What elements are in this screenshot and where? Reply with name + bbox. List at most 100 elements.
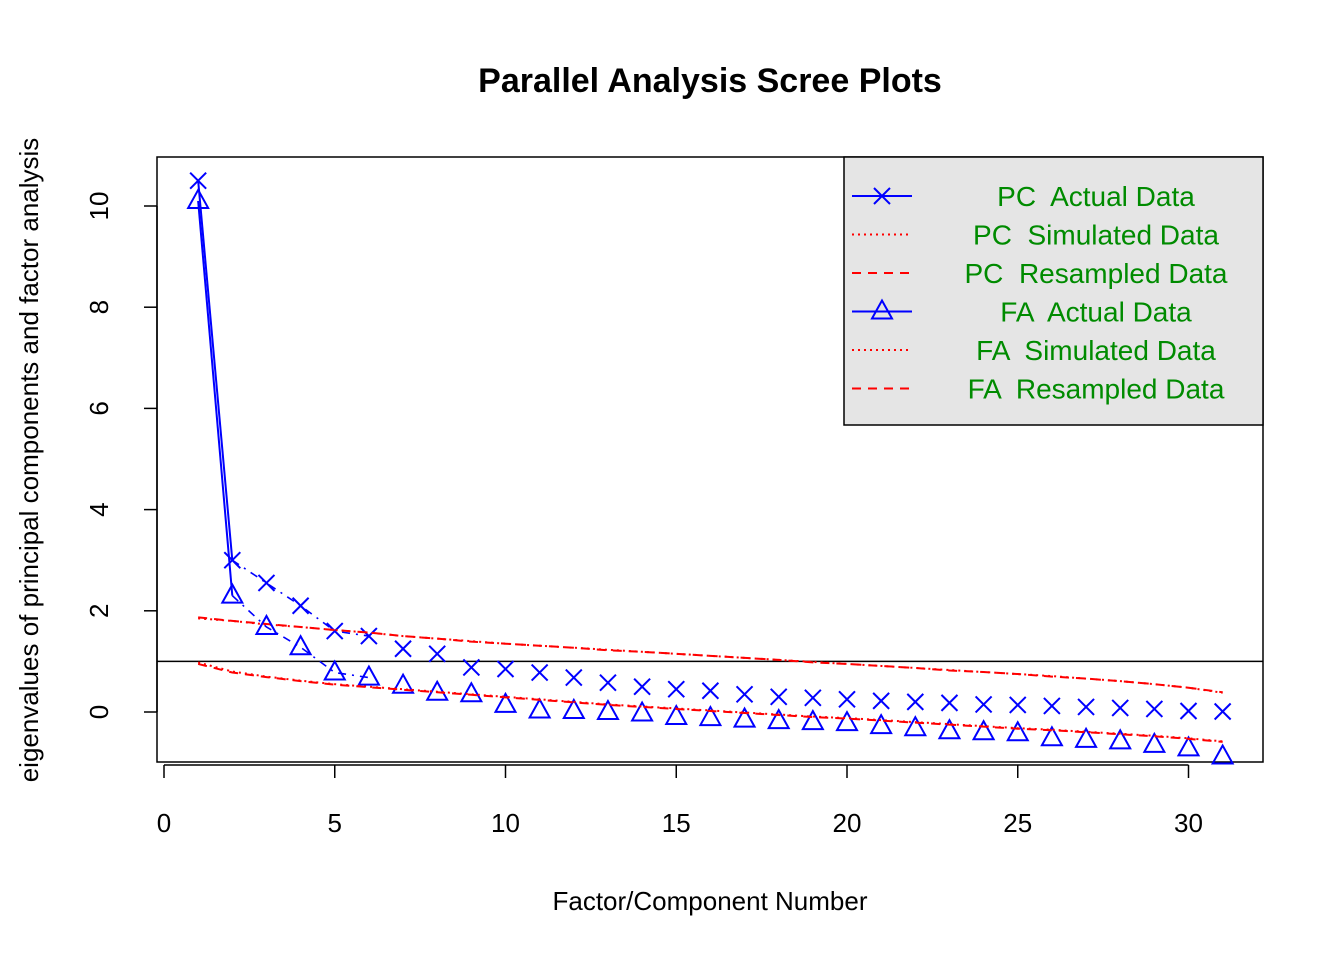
data-point-pc-actual-data [530,663,549,682]
x-marker-stroke [530,663,549,682]
x-axis: 0 5 10 15 20 25 30 [157,764,1203,838]
data-point-pc-actual-data [462,658,481,677]
y-tick-label: 10 [84,192,114,221]
x-axis-label: Factor/Component Number [552,886,867,916]
x-marker-stroke [940,694,959,712]
y-tick-label: 8 [84,300,114,314]
series-fa-resampled-data [197,662,1223,743]
x-tick-label: 15 [662,808,691,838]
data-point-fa-actual-data [937,718,962,740]
data-point-fa-actual-data [493,691,518,713]
data-point-pc-actual-data [360,627,378,645]
series-line-pc-actual-data [231,559,370,637]
data-point-fa-actual-data [1108,728,1132,750]
y-tick-label: 4 [84,502,114,516]
series-line-fa-actual-data [197,200,234,596]
data-point-pc-actual-data [872,692,890,710]
y-axis: 0 2 4 6 8 10 [84,192,158,719]
x-marker-stroke [906,693,925,711]
x-marker-stroke [496,660,515,678]
x-marker-stroke [257,574,276,592]
data-point-fa-actual-data [254,613,279,635]
data-point-fa-actual-data [698,705,723,727]
data-point-fa-actual-data [971,719,996,741]
data-point-fa-actual-data [630,700,654,722]
data-point-pc-actual-data [1213,702,1232,721]
data-point-fa-actual-data [1074,726,1098,748]
data-point-fa-actual-data [801,709,825,731]
data-point-fa-actual-data [1176,735,1201,757]
legend-box [843,156,1264,426]
data-point-fa-actual-data [596,698,620,720]
x-marker-stroke [291,597,310,615]
x-tick-label: 20 [833,808,862,838]
x-marker-stroke [873,187,891,205]
data-point-pc-actual-data [1043,697,1061,715]
x-marker-stroke [974,695,993,714]
data-point-pc-actual-data [189,171,207,190]
data-point-pc-actual-data [428,645,446,663]
x-marker-stroke [1145,700,1164,718]
x-marker-stroke [735,685,754,703]
legend-marker-fa-actual-data [870,298,894,320]
x-marker-stroke [428,645,446,663]
data-point-fa-actual-data [459,681,484,703]
legend-label-pc-resampled-data: PC Resampled Data [964,258,1227,289]
series-pc-actual-data [189,171,1232,721]
series-pc-resampled-data [198,616,1223,694]
x-marker-stroke [394,640,412,658]
legend-label-fa-resampled-data: FA Resampled Data [968,374,1225,405]
legend-marker-pc-actual-data [873,187,891,205]
legend-label-fa-simulated-data: FA Simulated Data [976,335,1216,366]
data-point-fa-actual-data [186,187,210,209]
data-point-pc-actual-data [735,685,754,703]
series-line-fa-simulated-data [197,661,1223,743]
data-point-pc-actual-data [974,695,993,714]
y-tick-label: 2 [84,604,114,618]
data-point-pc-actual-data [906,693,925,711]
data-point-fa-actual-data [903,715,927,737]
x-marker-stroke [1179,702,1198,720]
x-tick-label: 5 [328,808,342,838]
data-point-pc-actual-data [291,597,310,615]
data-point-fa-actual-data [425,679,449,701]
data-point-pc-actual-data [1009,696,1027,714]
x-marker-stroke [462,658,481,677]
data-point-pc-actual-data [701,682,720,700]
data-point-pc-actual-data [1111,699,1129,717]
data-point-fa-actual-data [527,697,552,719]
data-point-fa-actual-data [562,697,586,719]
x-tick-label: 10 [491,808,520,838]
data-point-fa-actual-data [664,704,688,726]
x-marker-stroke [701,682,720,700]
x-marker-stroke [189,171,207,190]
data-point-fa-actual-data [288,634,313,656]
series-fa-simulated-data [197,661,1223,743]
data-point-pc-actual-data [223,551,242,569]
data-point-fa-actual-data [1142,731,1167,753]
data-point-pc-actual-data [667,680,685,698]
data-point-pc-actual-data [1145,700,1164,718]
data-point-pc-actual-data [1077,698,1095,716]
chart-title: Parallel Analysis Scree Plots [478,62,942,100]
x-marker-stroke [769,688,788,706]
x-tick-label: 30 [1174,808,1203,838]
legend: PC Actual Data PC Simulated Data PC Resamp… [843,156,1264,426]
data-point-pc-actual-data [1179,702,1198,720]
x-marker-stroke [1077,698,1095,716]
data-point-fa-actual-data [1210,743,1235,765]
x-marker-stroke [360,627,378,645]
data-point-fa-actual-data [1006,720,1030,742]
legend-label-pc-simulated-data: PC Simulated Data [973,220,1219,251]
x-marker-stroke [565,668,583,687]
data-point-pc-actual-data [326,622,344,640]
data-point-fa-actual-data [391,672,415,694]
data-point-fa-actual-data [835,710,859,732]
legend-label-pc-actual-data: PC Actual Data [997,181,1195,212]
data-point-fa-actual-data [323,659,347,681]
data-point-fa-actual-data [767,708,791,730]
series-line-fa-resampled-data [197,662,1223,743]
series-line-pc-actual-data [197,180,234,561]
x-tick-label: 0 [157,808,171,838]
x-marker-stroke [667,680,685,698]
